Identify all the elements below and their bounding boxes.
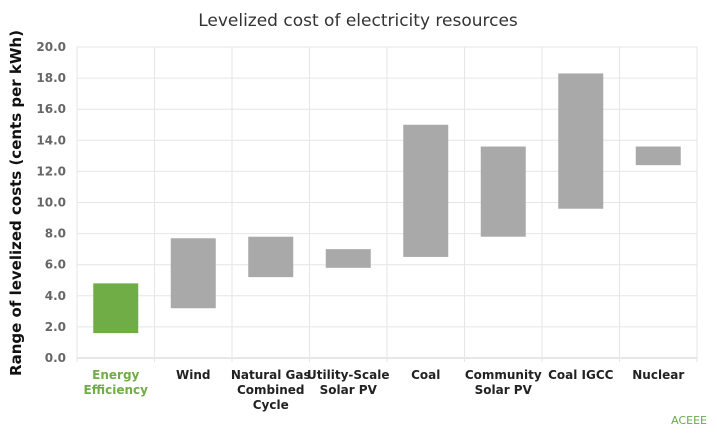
y-tick-label: 0.0 bbox=[45, 351, 66, 365]
y-axis-ticks: 0.0 2.0 4.0 6.0 8.0 10.0 12.0 14.0 16.0 18.0 20.0 bbox=[36, 40, 66, 365]
y-tick-label: 4.0 bbox=[45, 289, 66, 303]
y-tick-label: 20.0 bbox=[36, 40, 66, 54]
y-tick-label: 10.0 bbox=[36, 196, 66, 210]
y-tick-label: 2.0 bbox=[45, 320, 66, 334]
bar-natural-gas-combined-cycle bbox=[248, 236, 294, 278]
category-label: Wind bbox=[176, 368, 210, 382]
category-label: Coal bbox=[411, 368, 440, 382]
x-axis-categories: Energy Efficiency Wind Natural Gas Combined C… bbox=[84, 368, 685, 412]
category-label: Natural Gas Combined Cycle bbox=[231, 368, 311, 412]
category-label: Utility-Scale Solar PV bbox=[307, 368, 389, 397]
chart-title: Levelized cost of electricity resources bbox=[198, 11, 518, 31]
bar-utility-scale-solar-pv bbox=[325, 249, 371, 268]
bar-nuclear bbox=[635, 146, 681, 166]
category-label: Nuclear bbox=[632, 368, 684, 382]
bar-coal bbox=[403, 124, 449, 257]
source-label: ACEEE bbox=[671, 414, 707, 427]
bar-community-solar-pv bbox=[480, 146, 526, 237]
bar-energy-efficiency bbox=[93, 283, 139, 334]
bars bbox=[93, 73, 681, 334]
grid bbox=[76, 46, 698, 362]
y-tick-label: 12.0 bbox=[36, 164, 66, 178]
category-label: Community Solar PV bbox=[465, 368, 542, 397]
y-tick-label: 16.0 bbox=[36, 102, 66, 116]
y-axis-label: Range of levelized costs (cents per kWh) bbox=[7, 30, 25, 376]
y-tick-label: 18.0 bbox=[36, 71, 66, 85]
bar-coal-igcc bbox=[558, 73, 604, 209]
bar-wind bbox=[170, 238, 216, 309]
y-tick-label: 6.0 bbox=[45, 258, 66, 272]
y-tick-label: 14.0 bbox=[36, 133, 66, 147]
category-label: Energy Efficiency bbox=[84, 368, 149, 397]
category-label: Coal IGCC bbox=[548, 368, 614, 382]
y-tick-label: 8.0 bbox=[45, 227, 66, 241]
